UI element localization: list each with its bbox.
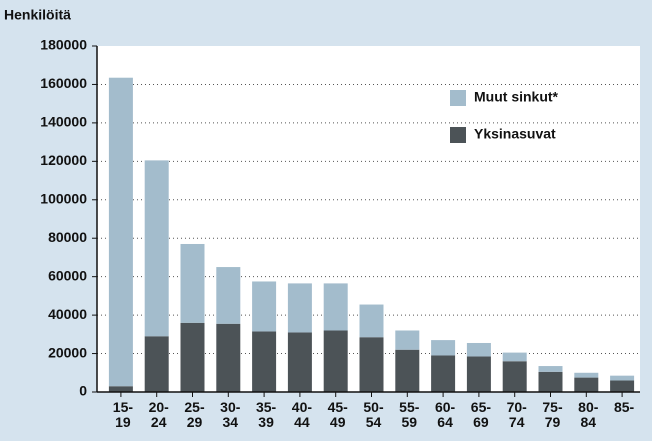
legend-label: Muut sinkut* [474, 89, 559, 105]
x-tick-label-line: 34 [223, 414, 239, 430]
x-tick-label-line: 50- [363, 399, 384, 415]
bar-segment [108, 77, 133, 387]
x-tick-label: 65-69 [471, 399, 492, 430]
bar-segment [359, 337, 384, 392]
x-tick-label: 45-49 [328, 399, 349, 430]
bar-segment [323, 330, 348, 392]
x-tick-label: 35-39 [256, 399, 277, 430]
bar-segment [323, 283, 348, 331]
x-tick-label-line: 55- [399, 399, 420, 415]
x-tick-label-line: 45- [328, 399, 349, 415]
x-tick-label-line: 85- [614, 399, 635, 415]
y-tick-label: 120000 [40, 152, 87, 168]
bar-segment [431, 355, 456, 392]
bar-segment [144, 336, 169, 392]
x-tick-label-line: 20- [149, 399, 170, 415]
x-tick-label: 70-74 [507, 399, 528, 430]
y-tick-label: 160000 [40, 75, 87, 91]
x-tick-label-line: 84 [581, 414, 597, 430]
x-tick-label: 60-64 [435, 399, 456, 430]
x-tick-label: 40-44 [292, 399, 313, 430]
y-axis-label: Henkilöitä [4, 7, 71, 23]
bar-segment [574, 372, 599, 378]
bar-segment [216, 323, 241, 392]
bar-segment [610, 380, 635, 392]
x-tick-label: 25-29 [184, 399, 205, 430]
legend-swatch [450, 127, 466, 143]
x-tick-label-line: 25- [184, 399, 205, 415]
x-tick-label-line: 39 [258, 414, 274, 430]
bar-segment [502, 361, 527, 392]
bar-segment [144, 160, 169, 337]
x-tick-label-line: 74 [509, 414, 525, 430]
x-tick-label-line: 80- [578, 399, 599, 415]
y-tick-label: 100000 [40, 190, 87, 206]
x-tick-label: 55-59 [399, 399, 420, 430]
x-tick-label-line: 79 [545, 414, 561, 430]
x-tick-label: 75-79 [542, 399, 563, 430]
x-tick-label: 15-19 [113, 399, 134, 430]
bar-segment [216, 267, 241, 324]
bar-segment [287, 283, 312, 333]
bar-segment [252, 281, 277, 332]
x-tick-label-line: 29 [187, 414, 203, 430]
x-tick-label: 20-24 [149, 399, 170, 430]
x-tick-label: 50-54 [363, 399, 384, 430]
y-tick-label: 140000 [40, 114, 87, 130]
bar-segment [610, 375, 635, 381]
x-tick-label-line: 19 [115, 414, 131, 430]
x-tick-label-line: 59 [402, 414, 418, 430]
bar-segment [466, 356, 491, 392]
bar-segment [466, 342, 491, 357]
x-tick-label: 30-34 [220, 399, 241, 430]
x-tick-label: 80-84 [578, 399, 599, 430]
y-tick-label: 0 [79, 383, 87, 399]
x-tick-label-line: 30- [220, 399, 241, 415]
x-tick-label-line: 44 [294, 414, 310, 430]
bar-segment [359, 304, 384, 338]
bar-segment [431, 340, 456, 356]
bar-segment [395, 330, 420, 350]
x-tick-label-line: 70- [507, 399, 528, 415]
x-tick-label-line: 75- [542, 399, 563, 415]
bar-segment [108, 386, 133, 392]
bar-segment [180, 243, 205, 323]
legend-label: Yksinasuvat [474, 126, 556, 142]
x-tick-label-line: 69 [473, 414, 489, 430]
bar-segment [180, 322, 205, 392]
x-tick-label-line: 24 [151, 414, 167, 430]
y-tick-label: 40000 [48, 306, 87, 322]
bar-segment [538, 366, 563, 372]
y-tick-label: 80000 [48, 229, 87, 245]
bar-segment [538, 371, 563, 392]
y-tick-label: 60000 [48, 267, 87, 283]
x-tick-label-line: 65- [471, 399, 492, 415]
x-tick-label-line: 60- [435, 399, 456, 415]
y-tick-label: 180000 [40, 37, 87, 53]
x-tick-label-line: 64 [437, 414, 453, 430]
bar-segment [252, 331, 277, 392]
bar-segment [287, 332, 312, 392]
bar-segment [502, 352, 527, 362]
x-tick-label-line: 54 [366, 414, 382, 430]
x-tick-label-line: 35- [256, 399, 277, 415]
x-tick-label-line: 49 [330, 414, 346, 430]
bar-segment [395, 349, 420, 392]
x-tick-label-line: 40- [292, 399, 313, 415]
x-tick-label: 85- [614, 399, 635, 415]
bar-segment [574, 377, 599, 392]
legend-swatch [450, 90, 466, 106]
y-tick-label: 20000 [48, 344, 87, 360]
x-tick-label-line: 15- [113, 399, 134, 415]
